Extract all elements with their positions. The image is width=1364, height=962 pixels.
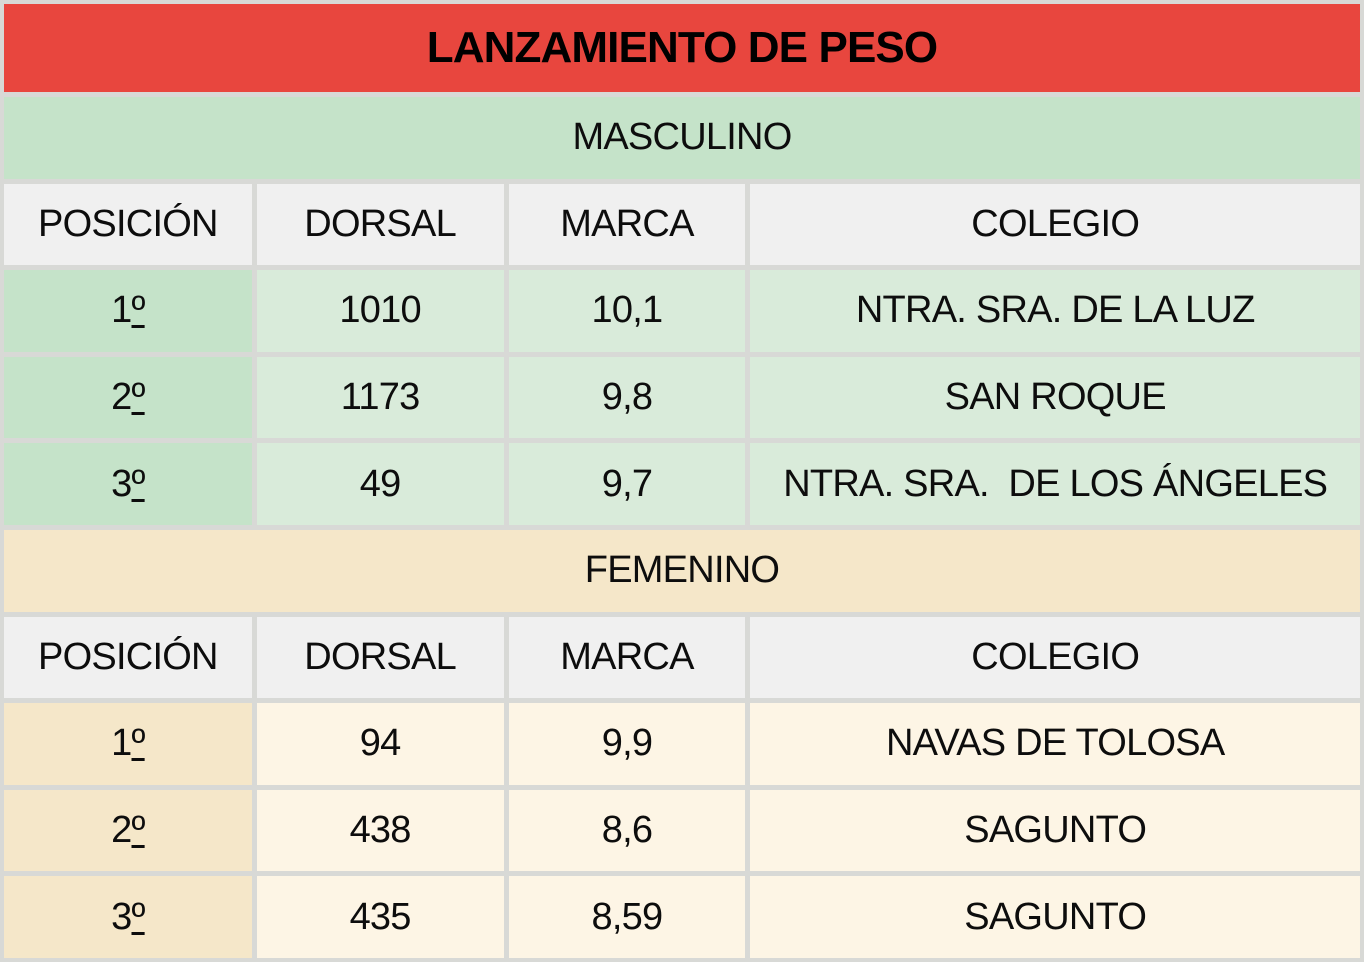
position-value: 3º <box>111 462 145 505</box>
title-band: LANZAMIENTO DE PESO <box>4 4 1360 92</box>
column-header-label: DORSAL <box>304 635 456 678</box>
dorsal-value: 435 <box>349 895 412 938</box>
masculino-row2-posicion: 2º <box>4 356 252 439</box>
femenino-row3-colegio: SAGUNTO <box>750 876 1360 958</box>
masculino-row1-marca: 10,1 <box>508 270 746 352</box>
marca-value: 10,1 <box>591 289 664 332</box>
colegio-value: SAN ROQUE <box>944 376 1167 419</box>
masculino-row3-dorsal: 49 <box>256 443 504 525</box>
position-value: 3º <box>111 895 145 938</box>
marca-value: 9,9 <box>601 722 653 765</box>
femenino-row1-dorsal: 94 <box>256 703 504 785</box>
dorsal-value: 49 <box>359 462 402 505</box>
masculino-row3-colegio: NTRA. SRA. DE LOS ÁNGELES <box>750 443 1360 525</box>
colegio-value: SAGUNTO <box>964 809 1147 852</box>
position-value: 1º <box>111 722 145 765</box>
section-label-femenino: FEMENINO <box>584 549 780 592</box>
femenino-row1-marca: 9,9 <box>508 703 746 785</box>
column-header-label: POSICIÓN <box>38 635 218 678</box>
colegio-value: NTRA. SRA. DE LA LUZ <box>855 289 1255 332</box>
femenino-header-dorsal: DORSAL <box>256 616 504 699</box>
femenino-row2-dorsal: 438 <box>256 789 504 872</box>
femenino-header-colegio: COLEGIO <box>750 616 1360 699</box>
masculino-row3-marca: 9,7 <box>508 443 746 525</box>
femenino-row2-colegio: SAGUNTO <box>750 789 1360 872</box>
masculino-row1-posicion: 1º <box>4 270 252 352</box>
position-value: 2º <box>111 809 145 852</box>
masculino-row2-colegio: SAN ROQUE <box>750 356 1360 439</box>
femenino-row1-colegio: NAVAS DE TOLOSA <box>750 703 1360 785</box>
column-header-label: POSICIÓN <box>38 202 218 245</box>
dorsal-value: 1173 <box>340 376 420 419</box>
column-header-label: MARCA <box>560 202 694 245</box>
femenino-row3-marca: 8,59 <box>508 876 746 958</box>
marca-value: 9,8 <box>601 376 653 419</box>
marca-value: 9,7 <box>601 462 653 505</box>
column-header-label: DORSAL <box>304 202 456 245</box>
masculino-row3-posicion: 3º <box>4 443 252 525</box>
masculino-row1-dorsal: 1010 <box>256 270 504 352</box>
column-header-label: COLEGIO <box>971 202 1140 245</box>
marca-value: 8,59 <box>591 895 664 938</box>
masculino-header-marca: MARCA <box>508 183 746 266</box>
colegio-value: NAVAS DE TOLOSA <box>885 722 1225 765</box>
masculino-header-dorsal: DORSAL <box>256 183 504 266</box>
femenino-header-marca: MARCA <box>508 616 746 699</box>
femenino-header-posicion: POSICIÓN <box>4 616 252 699</box>
femenino-row3-dorsal: 435 <box>256 876 504 958</box>
masculino-row2-marca: 9,8 <box>508 356 746 439</box>
column-header-label: COLEGIO <box>971 635 1140 678</box>
marca-value: 8,6 <box>601 809 653 852</box>
position-value: 1º <box>111 289 145 332</box>
colegio-value: NTRA. SRA. DE LOS ÁNGELES <box>783 462 1328 505</box>
dorsal-value: 438 <box>349 809 412 852</box>
column-header-label: MARCA <box>560 635 694 678</box>
page-title: LANZAMIENTO DE PESO <box>426 23 938 72</box>
femenino-row3-posicion: 3º <box>4 876 252 958</box>
position-value: 2º <box>111 376 145 419</box>
masculino-header-colegio: COLEGIO <box>750 183 1360 266</box>
dorsal-value: 1010 <box>339 289 421 332</box>
section-band-femenino: FEMENINO <box>4 529 1360 612</box>
masculino-row2-dorsal: 1173 <box>256 356 504 439</box>
dorsal-value: 94 <box>359 722 402 765</box>
section-band-masculino: MASCULINO <box>4 97 1360 179</box>
femenino-row2-posicion: 2º <box>4 789 252 872</box>
masculino-row1-colegio: NTRA. SRA. DE LA LUZ <box>750 270 1360 352</box>
section-label-masculino: MASCULINO <box>572 116 792 159</box>
masculino-header-posicion: POSICIÓN <box>4 183 252 266</box>
colegio-value: SAGUNTO <box>964 895 1147 938</box>
femenino-row2-marca: 8,6 <box>508 789 746 872</box>
femenino-row1-posicion: 1º <box>4 703 252 785</box>
